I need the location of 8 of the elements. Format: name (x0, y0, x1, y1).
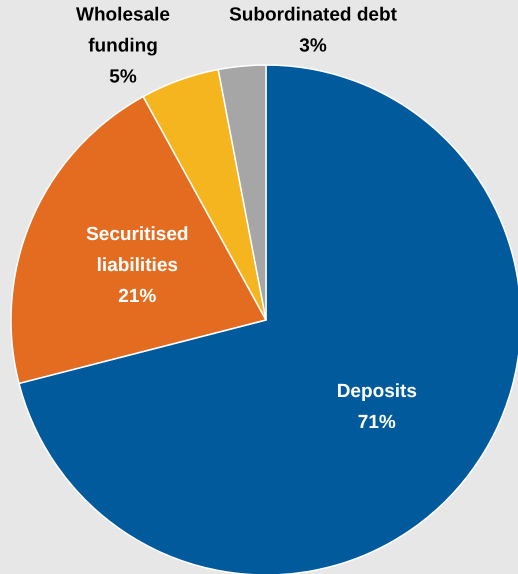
data-label: 5% (109, 66, 137, 88)
data-label: 71% (358, 412, 396, 434)
slice-label: Wholesale funding (76, 4, 170, 57)
slice-label: Subordinated debt (229, 4, 398, 26)
slice-label: Deposits (336, 381, 417, 402)
data-label: 3% (299, 36, 327, 57)
slice-label: Securitised liabilities (86, 224, 189, 276)
data-label: 21% (118, 286, 156, 307)
